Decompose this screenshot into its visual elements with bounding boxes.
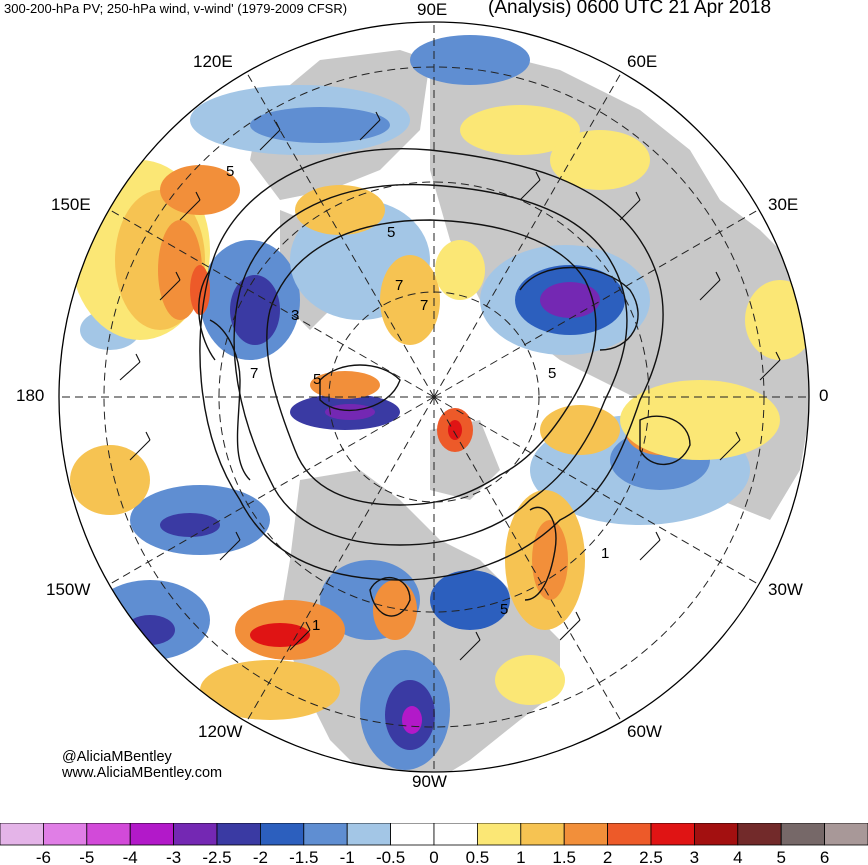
colorbar-tick-label: 5 (776, 848, 785, 865)
contour-label: 5 (387, 224, 395, 241)
colorbar-tick-label: -2.5 (202, 848, 231, 865)
colorbar-tick-label: 6 (820, 848, 829, 865)
contour-label: 7 (250, 365, 258, 382)
colorbar-box (346, 823, 392, 846)
map-disc: 5 7 3 7 5 5 1 5 1 7 5 (59, 22, 809, 772)
contour-label: 1 (601, 545, 609, 562)
longitude-label-180: 180 (16, 386, 45, 405)
colorbar-ticks: -6 -5 -4 -3 -2.5 -2 -1.5 -1 -0.5 0 0.5 1 1.5 2 2.5 3 4 5 6 (36, 848, 829, 865)
colorbar-box (824, 823, 868, 846)
contour-label: 5 (313, 371, 321, 388)
colorbar-tick-label: 3 (690, 848, 699, 865)
colorbar-box (520, 823, 565, 846)
longitude-label-60e: 60E (627, 52, 658, 71)
colorbar-box (129, 823, 174, 846)
positive-anomalies (70, 105, 809, 720)
colorbar-tick-label: -2 (253, 848, 268, 865)
colorbar-box (173, 823, 218, 846)
colorbar-box (476, 823, 522, 846)
colorbar: -6 -5 -4 -3 -2.5 -2 -1.5 -1 -0.5 0 0.5 1 1.5 2 2.5 3 4 5 6 (0, 823, 868, 865)
colorbar-tick-label: 2 (603, 848, 612, 865)
colorbar-tick-label: -0.5 (376, 848, 405, 865)
credit-handle: @AliciaMBentley (62, 749, 172, 765)
longitude-label-90e: 90E (417, 0, 448, 19)
colorbar-box (86, 823, 131, 846)
negative-anomalies (80, 35, 750, 770)
wind-barbs (119, 111, 781, 661)
contour-label: 1 (312, 617, 320, 634)
contour-label-group: 5 7 3 7 5 5 1 5 1 7 5 (226, 163, 609, 634)
pv-contours (198, 148, 691, 617)
credit-website: www.AliciaMBentley.com (62, 765, 223, 781)
colorbar-box (737, 823, 782, 846)
map-border (58, 21, 810, 773)
colorbar-tick-label: -3 (166, 848, 181, 865)
longitude-label-30w: 30W (768, 580, 803, 599)
colorbar-tick-label: -1 (340, 848, 355, 865)
contour-label: 7 (420, 297, 428, 314)
colorbar-box (433, 823, 478, 846)
colorbar-boxes (0, 823, 868, 846)
colorbar-tick-label: 1.5 (552, 848, 576, 865)
colorbar-box (650, 823, 695, 846)
colorbar-box (780, 823, 826, 846)
colorbar-tick-label: -4 (123, 848, 138, 865)
longitude-label-90w: 90W (412, 772, 447, 791)
longitude-label-120e: 120E (193, 52, 233, 71)
colorbar-tick-label: -6 (36, 848, 51, 865)
longitude-label-60w: 60W (627, 722, 662, 741)
colorbar-tick-label: 2.5 (639, 848, 663, 865)
colorbar-box (694, 823, 739, 846)
colorbar-box (303, 823, 348, 846)
colorbar-box (216, 823, 261, 846)
colorbar-tick-label: 0 (429, 848, 438, 865)
colorbar-box (390, 823, 435, 846)
colorbar-tick-label: -1.5 (289, 848, 318, 865)
colorbar-box (43, 823, 88, 846)
longitude-label-150w: 150W (46, 580, 91, 599)
colorbar-box (0, 823, 44, 846)
contour-label: 7 (395, 277, 403, 294)
colorbar-box (563, 823, 609, 846)
contour-label: 3 (291, 307, 299, 324)
contour-label: 5 (548, 365, 556, 382)
contour-label: 5 (500, 601, 508, 618)
longitude-label-0: 0 (819, 386, 829, 405)
colorbar-tick-label: 0.5 (466, 848, 490, 865)
colorbar-box (607, 823, 652, 846)
colorbar-box (259, 823, 305, 846)
meridians (59, 22, 809, 772)
longitude-label-150e: 150E (51, 195, 91, 214)
colorbar-tick-label: 4 (733, 848, 742, 865)
right-title: (Analysis) 0600 UTC 21 Apr 2018 (488, 0, 772, 18)
longitude-label-30e: 30E (768, 195, 799, 214)
longitude-label-120w: 120W (198, 722, 243, 741)
contour-label: 5 (226, 163, 234, 180)
polar-map: 5 7 3 7 5 5 1 5 1 7 5 (58, 21, 810, 773)
left-title: 300-200-hPa PV; 250-hPa wind, v-wind' (1… (4, 1, 348, 16)
colorbar-tick-label: 1 (516, 848, 525, 865)
colorbar-tick-label: -5 (79, 848, 94, 865)
